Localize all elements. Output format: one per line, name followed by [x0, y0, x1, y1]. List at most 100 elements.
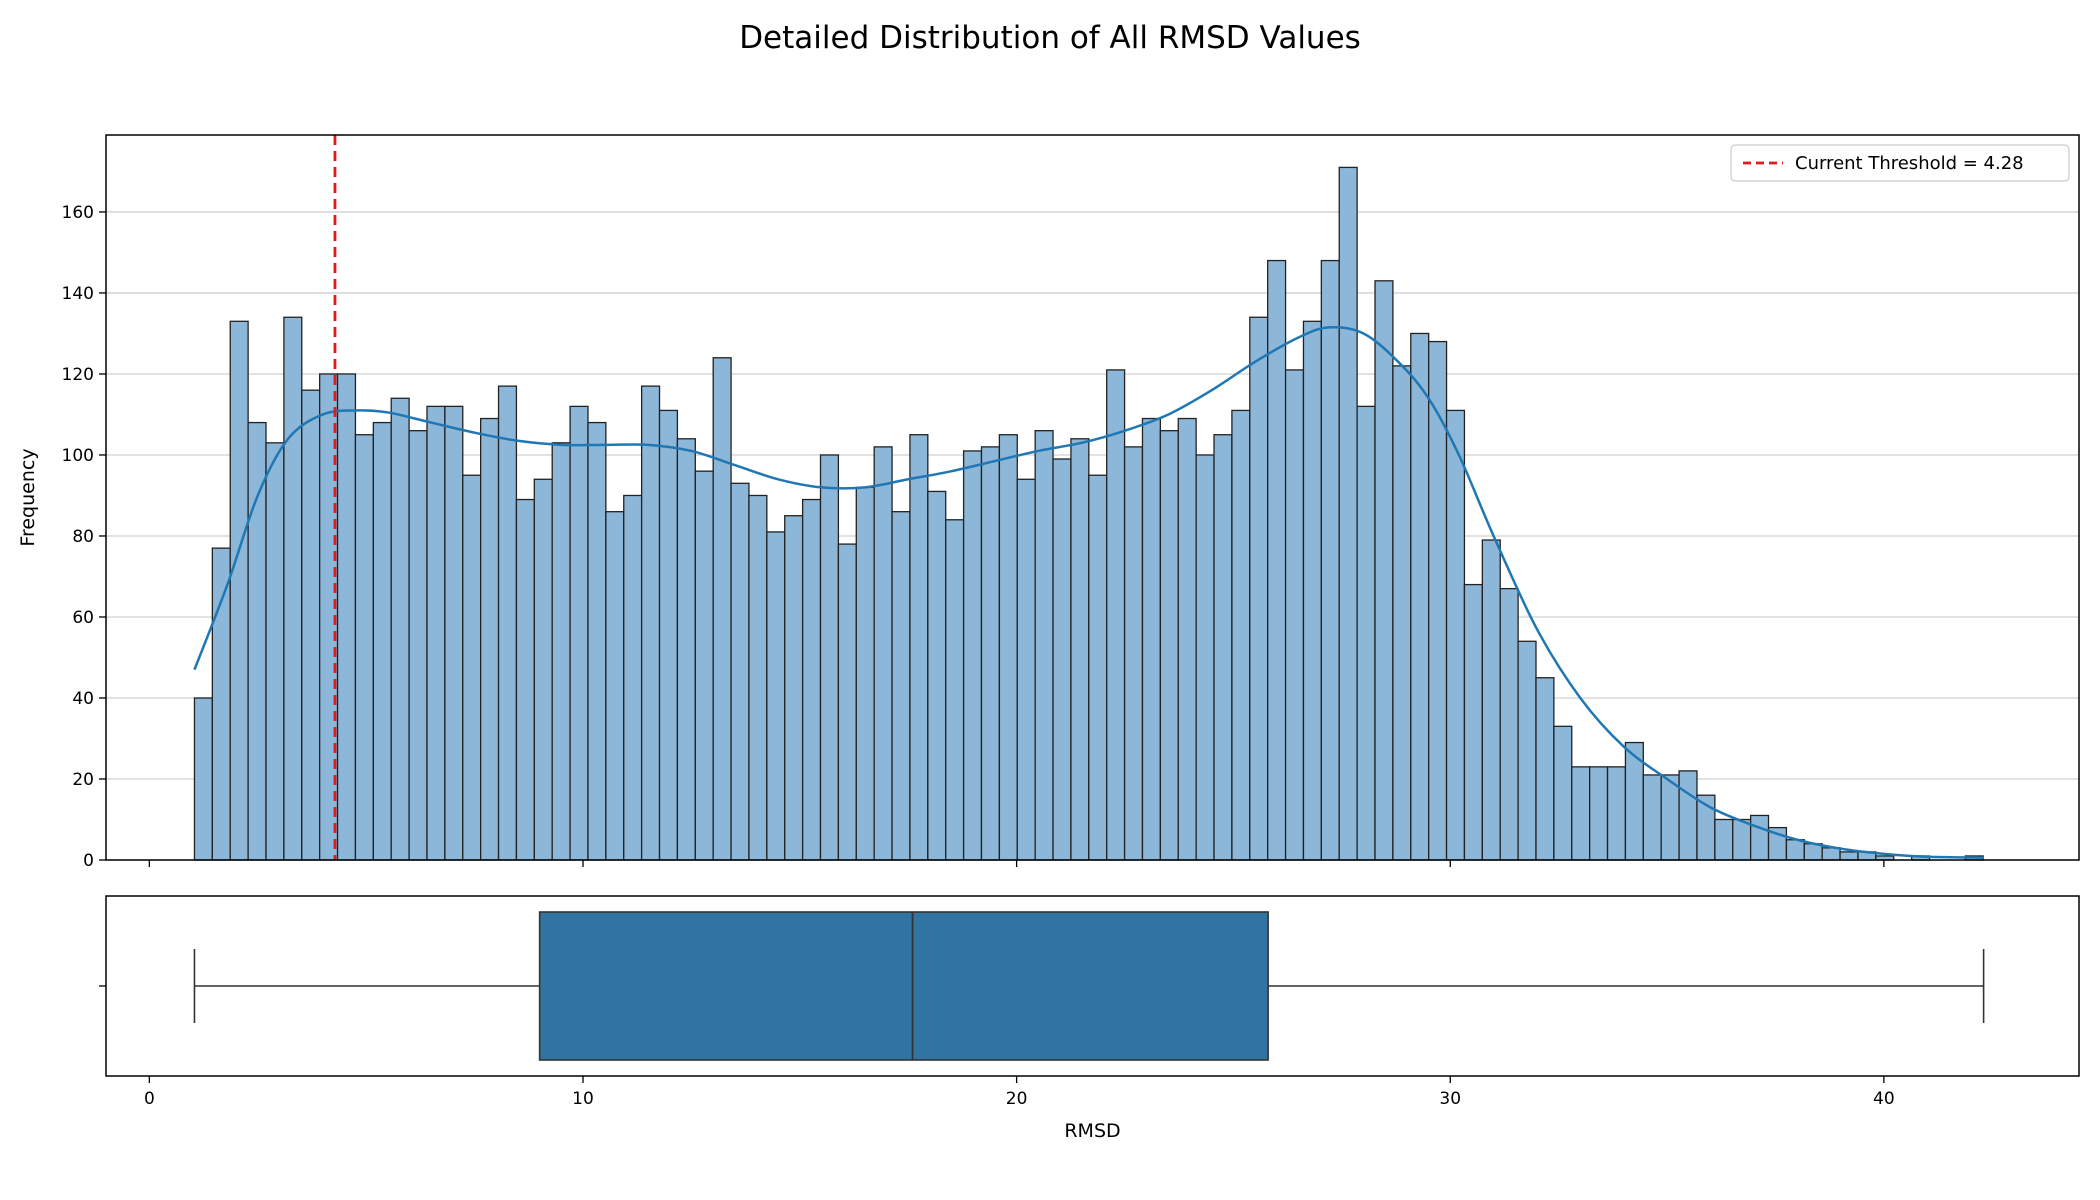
histogram-bar	[408, 430, 428, 861]
boxplot-axes: 0 10 20 30 40 RMSD	[99, 895, 2080, 1142]
y-tick-label: 40	[72, 689, 94, 709]
y-tick-label: 80	[72, 527, 94, 547]
histogram-bar	[1732, 818, 1752, 861]
histogram-bar	[1642, 774, 1662, 861]
x-tick-label: 30	[1439, 1089, 1461, 1109]
histogram-bar	[1660, 774, 1680, 861]
histogram-bar	[462, 474, 482, 861]
histogram-bar	[909, 434, 929, 861]
chart-title: Detailed Distribution of All RMSD Values	[739, 20, 1361, 56]
histogram-bar	[1606, 766, 1627, 861]
histogram-bar	[354, 434, 374, 861]
histogram-bar	[336, 373, 357, 861]
histogram-bar	[372, 421, 392, 861]
histogram-bar	[1499, 587, 1519, 861]
histogram-bar	[265, 442, 285, 861]
histogram-bar	[891, 511, 911, 861]
histogram-bar	[1106, 369, 1126, 861]
histogram-bar	[1052, 458, 1072, 861]
histogram-bar	[211, 547, 231, 861]
y-axis-label: Frequency	[17, 448, 39, 546]
histogram-bar	[819, 454, 840, 861]
histogram-bar	[1320, 259, 1340, 861]
legend-box	[1730, 144, 2070, 182]
histogram-bar	[426, 405, 446, 861]
histogram-bar	[1714, 818, 1734, 861]
histogram-bar	[1428, 340, 1448, 861]
histogram-bar	[1749, 814, 1770, 861]
x-tick-label: 0	[144, 1089, 155, 1109]
y-axis-ticks: 0 20 40 60 80 100 120 140 160	[62, 203, 106, 871]
y-tick-label: 160	[62, 203, 94, 223]
histogram-bar	[1213, 434, 1233, 861]
histogram-bar	[1088, 474, 1108, 861]
histogram-bar	[1249, 316, 1269, 861]
histogram-bar	[640, 385, 661, 861]
histogram-bar	[1589, 766, 1609, 861]
histogram-bar	[1141, 417, 1162, 861]
histogram-bar	[784, 515, 804, 861]
histogram-bar	[730, 482, 750, 861]
histogram-bar	[1678, 770, 1698, 861]
histogram-bar	[515, 498, 535, 861]
histogram-bar	[1302, 320, 1322, 861]
histogram-bar	[1535, 677, 1555, 861]
histogram-bar	[193, 697, 213, 861]
histogram-bar	[1374, 280, 1394, 861]
histogram-bar	[1517, 640, 1537, 861]
y-tick-label: 20	[72, 770, 94, 790]
legend-threshold-label: Current Threshold = 4.28	[1795, 153, 2024, 174]
histogram-bar	[1284, 369, 1305, 861]
boxplot-frame	[105, 895, 2080, 1077]
y-tick-label: 120	[62, 365, 94, 385]
y-tick-label: 100	[62, 446, 94, 466]
histogram-bar	[1410, 332, 1430, 861]
histogram-bar	[676, 438, 696, 861]
histogram-bar	[1338, 166, 1358, 861]
boxplot	[99, 911, 1985, 1061]
histogram-bar	[497, 385, 518, 861]
histogram-bar	[480, 417, 500, 861]
histogram-bar	[1159, 430, 1179, 861]
histogram-bar	[801, 498, 822, 861]
histogram-bar	[927, 490, 947, 861]
histogram-bar	[855, 486, 875, 861]
histogram-bar	[444, 405, 464, 861]
kde-curve	[193, 325, 1984, 859]
histogram-bar	[623, 494, 643, 861]
histogram-bar	[1839, 851, 1859, 861]
histogram-bar	[1123, 446, 1144, 861]
histogram-bar	[1463, 583, 1483, 861]
histogram-bar	[247, 421, 267, 861]
x-axis-label: RMSD	[1064, 1120, 1120, 1142]
y-tick-label: 0	[83, 851, 94, 871]
histogram-bar	[1553, 725, 1573, 861]
histogram-bar	[873, 446, 893, 861]
boxplot-box	[538, 911, 1269, 1061]
histogram-bar	[229, 320, 249, 861]
histogram-bar	[587, 421, 607, 861]
histogram-bar	[301, 389, 321, 861]
histogram-bar	[766, 531, 786, 861]
histogram-bar	[283, 316, 303, 861]
histogram-bar	[605, 511, 625, 861]
histogram-bar	[1571, 766, 1591, 861]
x-axis-ticks: 0 10 20 30 40	[144, 1076, 1895, 1109]
histogram-bar	[962, 450, 983, 861]
histogram-bar	[1070, 438, 1090, 861]
histogram-bar	[1392, 365, 1412, 861]
histogram-bar	[1231, 409, 1251, 861]
histogram-bar	[837, 543, 857, 861]
histogram-bar	[533, 478, 553, 861]
histogram-bar	[1016, 478, 1036, 861]
histogram-bar	[1785, 839, 1805, 861]
histogram-bar	[551, 442, 571, 861]
histogram-bar	[658, 409, 679, 861]
histogram-bar	[1177, 417, 1197, 861]
x-tick-label: 40	[1873, 1089, 1895, 1109]
x-tick-label: 20	[1006, 1089, 1028, 1109]
histogram-bar	[694, 470, 714, 861]
histogram-bar	[998, 434, 1018, 861]
y-tick-label: 140	[62, 284, 94, 304]
